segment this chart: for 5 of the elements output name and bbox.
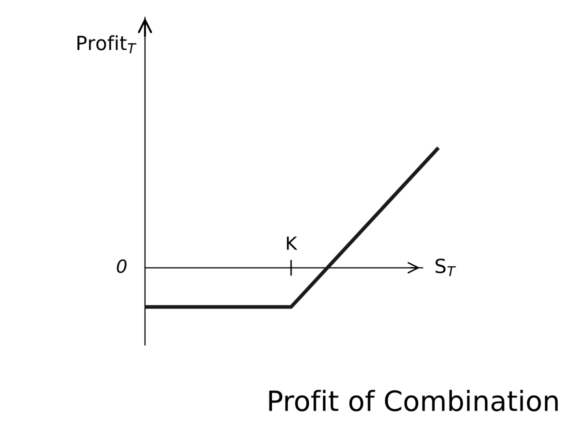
y-axis-title: Profit$_{T}$ <box>77 35 136 54</box>
annotation: K <box>286 236 298 250</box>
text: 0 <box>116 259 127 274</box>
x-axis-title: S$_{T}$ <box>436 258 456 276</box>
text: Profit of Combination <box>269 390 558 412</box>
